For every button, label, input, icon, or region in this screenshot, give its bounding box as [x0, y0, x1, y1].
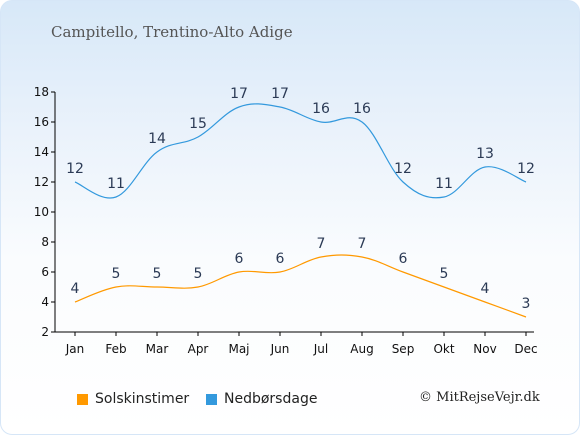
data-label-rain: 12	[517, 161, 535, 177]
data-label-sun: 5	[194, 266, 203, 282]
series-line-sun	[75, 255, 526, 317]
x-tick-label: Jun	[270, 342, 290, 356]
series-line-rain	[75, 104, 526, 198]
data-label-sun: 3	[522, 296, 531, 312]
x-tick-label: Okt	[433, 342, 454, 356]
data-label-sun: 5	[440, 266, 449, 282]
data-label-rain: 11	[435, 176, 453, 192]
data-label-sun: 4	[71, 281, 80, 297]
data-label-rain: 14	[148, 131, 166, 147]
x-tick-label: Nov	[473, 342, 496, 356]
x-tick-label: Jul	[313, 342, 328, 356]
y-tick-label: 16	[34, 115, 49, 129]
data-label-rain: 15	[189, 116, 207, 132]
data-label-sun: 5	[112, 266, 121, 282]
legend-item-sun: Solskinstimer	[77, 391, 189, 407]
legend-item-rain: Nedbørsdage	[206, 391, 317, 407]
data-label-sun: 5	[153, 266, 162, 282]
legend-label-rain: Nedbørsdage	[224, 391, 317, 407]
x-tick-label: Mar	[146, 342, 169, 356]
x-tick-label: Sep	[392, 342, 415, 356]
y-tick-label: 18	[34, 85, 49, 99]
legend-swatch-sun	[77, 394, 88, 405]
x-tick-label: Dec	[514, 342, 537, 356]
data-label-sun: 6	[276, 251, 285, 267]
legend-swatch-rain	[206, 394, 217, 405]
data-label-sun: 7	[317, 236, 326, 252]
data-label-rain: 16	[353, 101, 371, 117]
x-tick-label: Apr	[188, 342, 209, 356]
y-tick-label: 10	[34, 205, 49, 219]
data-label-rain: 13	[476, 146, 494, 162]
y-tick-label: 4	[41, 295, 49, 309]
x-tick-label: Aug	[350, 342, 373, 356]
y-tick-label: 2	[41, 325, 49, 339]
x-tick-label: Maj	[228, 342, 249, 356]
data-label-sun: 4	[481, 281, 490, 297]
y-tick-label: 12	[34, 175, 49, 189]
x-tick-label: Jan	[65, 342, 85, 356]
legend-label-sun: Solskinstimer	[95, 391, 189, 407]
data-label-rain: 12	[394, 161, 412, 177]
y-tick-label: 8	[41, 235, 49, 249]
y-tick-label: 6	[41, 265, 49, 279]
y-tick-label: 14	[34, 145, 49, 159]
data-label-sun: 6	[399, 251, 408, 267]
data-label-sun: 7	[358, 236, 367, 252]
data-label-rain: 12	[66, 161, 84, 177]
credit-text: © MitRejseVejr.dk	[419, 390, 540, 405]
x-tick-label: Feb	[105, 342, 126, 356]
data-label-rain: 11	[107, 176, 125, 192]
data-label-sun: 6	[235, 251, 244, 267]
data-label-rain: 17	[271, 86, 289, 102]
data-label-rain: 16	[312, 101, 330, 117]
data-label-rain: 17	[230, 86, 248, 102]
